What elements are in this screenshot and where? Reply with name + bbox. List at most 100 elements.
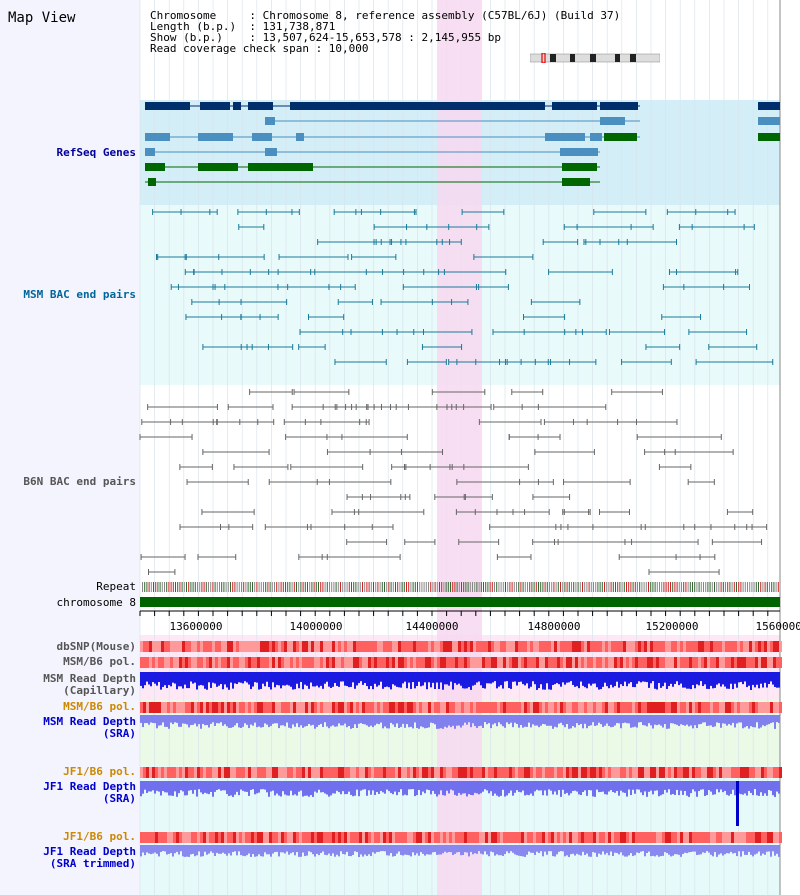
depth-bar bbox=[196, 781, 198, 797]
heatmap-cell bbox=[722, 641, 725, 652]
repeat-element bbox=[722, 582, 724, 592]
depth-bar bbox=[266, 781, 268, 793]
depth-bar bbox=[160, 672, 162, 690]
heatmap-cell bbox=[356, 702, 359, 713]
depth-bar bbox=[652, 845, 654, 856]
heatmap-cell bbox=[755, 702, 758, 713]
depth-bar bbox=[332, 845, 334, 854]
heatmap-cell bbox=[734, 702, 737, 713]
heatmap-cell bbox=[614, 641, 617, 652]
heatmap-cell bbox=[263, 641, 266, 652]
depth-bar bbox=[236, 672, 238, 685]
depth-bar bbox=[256, 715, 258, 728]
depth-bar bbox=[170, 845, 172, 854]
heatmap-cell bbox=[557, 657, 560, 668]
heatmap-cell bbox=[272, 767, 275, 778]
heatmap-cell bbox=[161, 767, 164, 778]
depth-bar bbox=[640, 672, 642, 683]
depth-bar bbox=[162, 845, 164, 852]
depth-bar bbox=[570, 845, 572, 855]
repeat-element bbox=[216, 582, 218, 592]
heatmap-cell bbox=[749, 657, 752, 668]
depth-bar bbox=[310, 845, 312, 853]
repeat-element bbox=[313, 582, 315, 592]
depth-bar bbox=[150, 672, 152, 687]
depth-bar bbox=[696, 781, 698, 797]
depth-bar bbox=[400, 672, 402, 688]
repeat-element bbox=[298, 582, 300, 592]
heatmap-cell bbox=[551, 657, 554, 668]
depth-bar bbox=[430, 672, 432, 688]
repeat-element bbox=[687, 582, 689, 592]
heatmap-cell bbox=[647, 767, 650, 778]
heatmap-cell bbox=[590, 767, 593, 778]
depth-bar bbox=[182, 845, 184, 857]
depth-bar bbox=[436, 715, 438, 729]
heatmap-cell bbox=[449, 657, 452, 668]
depth-bar bbox=[232, 715, 234, 728]
heatmap-cell bbox=[242, 641, 245, 652]
heatmap-cell bbox=[596, 832, 599, 843]
depth-bar bbox=[304, 672, 306, 685]
depth-bar bbox=[484, 845, 486, 852]
depth-bar bbox=[588, 781, 590, 790]
depth-bar bbox=[376, 672, 378, 687]
depth-bar bbox=[272, 672, 274, 683]
depth-bar bbox=[194, 781, 196, 790]
depth-bar bbox=[328, 672, 330, 687]
heatmap-cell bbox=[374, 641, 377, 652]
heatmap-cell bbox=[551, 832, 554, 843]
depth-bar bbox=[620, 845, 622, 853]
gene-exon bbox=[604, 133, 637, 141]
heatmap-cell bbox=[743, 657, 746, 668]
heatmap-cell bbox=[359, 832, 362, 843]
repeat-element bbox=[232, 582, 234, 592]
depth-bar bbox=[674, 672, 676, 684]
chromosome-ideogram[interactable] bbox=[530, 53, 660, 63]
heatmap-cell bbox=[710, 767, 713, 778]
heatmap-cell bbox=[164, 702, 167, 713]
gene-exon bbox=[600, 117, 625, 125]
heatmap-cell bbox=[350, 641, 353, 652]
depth-bar bbox=[144, 845, 146, 856]
depth-bar bbox=[776, 715, 778, 723]
depth-bar bbox=[276, 781, 278, 794]
heatmap-cell bbox=[656, 641, 659, 652]
heatmap-cell bbox=[332, 832, 335, 843]
heatmap-cell bbox=[362, 702, 365, 713]
depth-bar bbox=[220, 781, 222, 791]
heatmap-cell bbox=[335, 702, 338, 713]
depth-bar bbox=[574, 845, 576, 856]
heatmap-cell bbox=[203, 702, 206, 713]
depth-bar bbox=[260, 715, 262, 728]
depth-bar bbox=[344, 672, 346, 686]
heatmap-cell bbox=[278, 702, 281, 713]
gene-exon bbox=[758, 117, 780, 125]
depth-bar bbox=[406, 845, 408, 855]
depth-bar bbox=[350, 781, 352, 795]
depth-bar bbox=[502, 715, 504, 727]
heatmap-cell bbox=[653, 702, 656, 713]
heatmap-cell bbox=[266, 832, 269, 843]
heatmap-cell bbox=[593, 641, 596, 652]
depth-bar bbox=[228, 845, 230, 854]
depth-bar bbox=[444, 672, 446, 685]
heatmap-cell bbox=[215, 641, 218, 652]
repeat-element bbox=[278, 582, 280, 592]
repeat-element bbox=[725, 582, 726, 592]
heatmap-cell bbox=[404, 832, 407, 843]
heatmap-cell bbox=[767, 657, 770, 668]
heatmap-cell bbox=[206, 641, 209, 652]
depth-bar bbox=[230, 715, 232, 728]
depth-bar bbox=[512, 781, 514, 796]
depth-bar bbox=[144, 715, 146, 724]
repeat-element bbox=[307, 582, 308, 592]
repeat-element bbox=[463, 582, 465, 592]
heatmap-cell bbox=[494, 832, 497, 843]
depth-bar bbox=[202, 845, 204, 857]
depth-bar bbox=[632, 781, 634, 790]
depth-bar bbox=[316, 715, 318, 728]
depth-bar bbox=[514, 715, 516, 723]
depth-bar bbox=[726, 672, 728, 689]
